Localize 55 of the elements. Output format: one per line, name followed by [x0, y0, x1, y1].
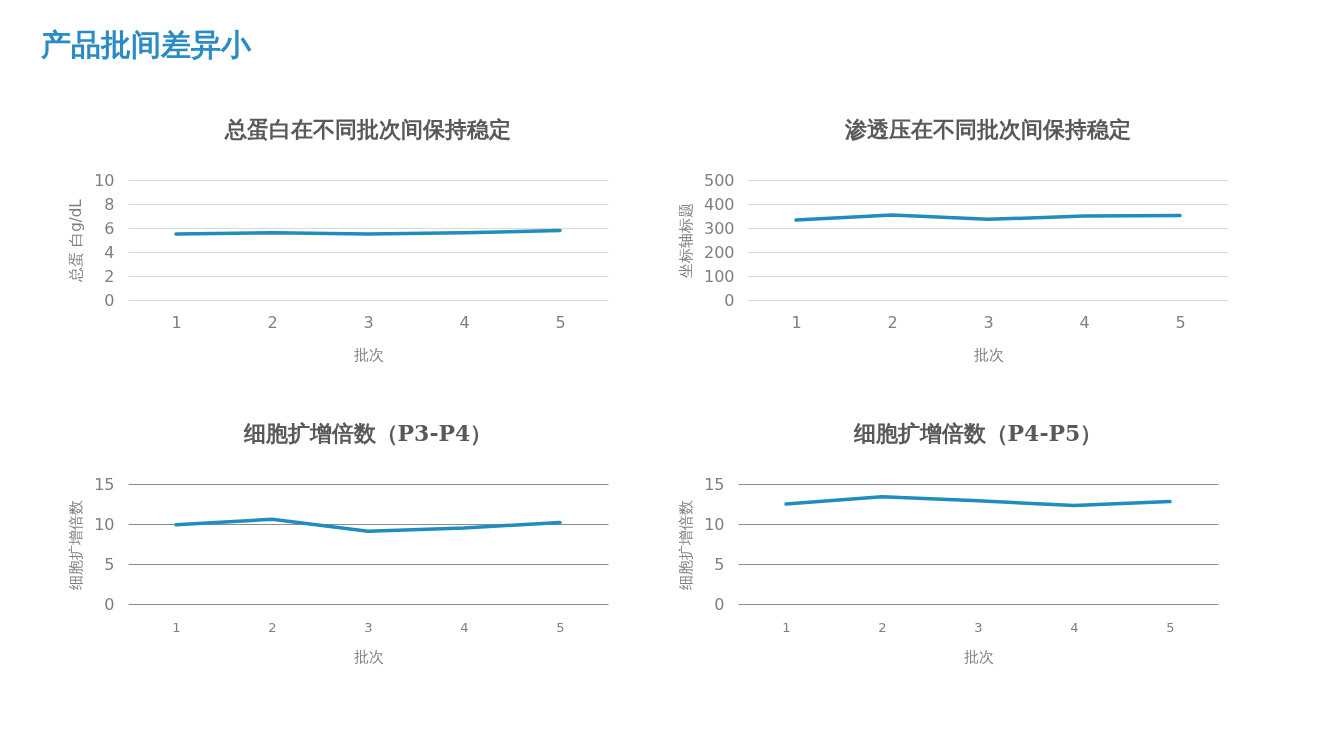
x-axis-title: 批次 [353, 345, 384, 364]
x-tick-label: 5 [1175, 312, 1186, 332]
x-tick-label: 2 [887, 312, 898, 332]
x-tick-label: 3 [974, 619, 983, 635]
chart-title: 细胞扩增倍数（P4-P5） [852, 420, 1103, 446]
x-tick-label: 4 [459, 312, 470, 332]
y-axis-title: 细胞扩增倍数 [67, 499, 86, 590]
y-tick-label: 8 [104, 194, 115, 214]
y-tick-label: 2 [104, 266, 115, 286]
y-axis-title: 坐标轴标题 [676, 203, 695, 278]
y-axis-title: 细胞扩增倍数 [677, 499, 696, 590]
x-tick-label: 2 [267, 312, 278, 332]
x-axis-title: 批次 [973, 345, 1004, 364]
y-tick-label: 0 [104, 594, 115, 614]
y-tick-label: 15 [94, 474, 115, 494]
line-series [784, 495, 1172, 508]
y-tick-label: 10 [704, 514, 725, 534]
x-tick-label: 3 [363, 312, 374, 332]
x-tick-label: 4 [460, 619, 469, 635]
x-tick-label: 2 [268, 619, 277, 635]
x-tick-label: 2 [878, 619, 887, 635]
y-tick-label: 4 [104, 242, 115, 262]
y-tick-label: 15 [704, 474, 725, 494]
x-tick-label: 1 [171, 312, 182, 332]
y-tick-label: 200 [703, 242, 735, 262]
y-tick-label: 400 [703, 194, 735, 214]
x-tick-label: 1 [791, 312, 802, 332]
x-tick-label: 5 [555, 312, 566, 332]
text: 产品批间差异小 [39, 27, 252, 62]
x-tick-label: 1 [172, 619, 181, 635]
x-tick-label: 4 [1070, 619, 1079, 635]
y-tick-label: 5 [104, 554, 115, 574]
y-tick-label: 10 [94, 170, 115, 190]
y-tick-label: 0 [724, 290, 735, 310]
y-tick-label: 10 [94, 514, 115, 534]
y-tick-label: 0 [714, 594, 725, 614]
line-series [174, 517, 562, 533]
y-tick-label: 6 [104, 218, 115, 238]
x-tick-label: 3 [983, 312, 994, 332]
x-tick-label: 1 [782, 619, 791, 635]
x-axis-title: 批次 [963, 647, 994, 666]
y-tick-label: 0 [104, 290, 115, 310]
chart-title: 渗透压在不同批次间保持稳定 [844, 116, 1131, 142]
y-axis-title: 总蛋 白g/dL [67, 198, 86, 283]
chart-title: 细胞扩增倍数（P3-P4） [242, 420, 493, 446]
y-tick-label: 100 [703, 266, 735, 286]
x-axis-title: 批次 [353, 647, 384, 666]
x-tick-label: 4 [1079, 312, 1090, 332]
chart-title: 总蛋白在不同批次间保持稳定 [224, 116, 511, 142]
y-tick-label: 300 [703, 218, 735, 238]
y-tick-label: 5 [714, 554, 725, 574]
x-tick-label: 3 [364, 619, 373, 635]
y-tick-label: 500 [703, 170, 735, 190]
x-tick-label: 5 [1166, 619, 1175, 635]
x-tick-label: 5 [556, 619, 565, 635]
